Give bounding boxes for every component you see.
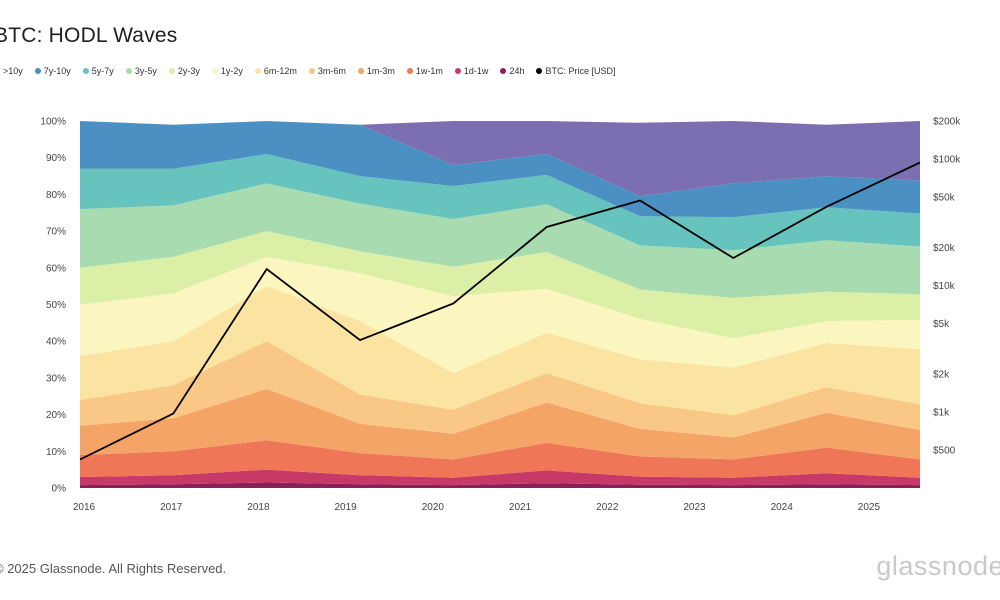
axis-ticks: 0% 10% 20% 30% 40% 50% 60% 70% 80% 90% 100% $500 $1k… bbox=[40, 117, 961, 514]
area-band bbox=[80, 121, 920, 197]
y-left-tick-label: 70% bbox=[46, 227, 66, 238]
x-tick-label: 2016 bbox=[73, 502, 96, 513]
y-left-tick-label: 90% bbox=[46, 153, 66, 164]
legend-swatch bbox=[125, 68, 132, 74]
y-right-tick-label: $10k bbox=[933, 281, 956, 292]
y-right-tick-label: $100k bbox=[933, 155, 961, 166]
y-right-tick-label: $2k bbox=[933, 369, 950, 380]
chart-title: BTC: HODL Waves bbox=[0, 24, 178, 47]
glassnode-logo: glassnode bbox=[876, 551, 1000, 581]
x-tick-label: 2021 bbox=[509, 502, 532, 513]
btc-price-line bbox=[79, 161, 921, 461]
legend-label: 3m-6m bbox=[317, 66, 346, 76]
area-band bbox=[80, 231, 920, 339]
legend-label: >10y bbox=[3, 66, 23, 76]
legend-item[interactable]: 1y-2y bbox=[211, 66, 243, 76]
legend-label: 1d-1w bbox=[463, 66, 489, 76]
x-tick-label: 2019 bbox=[335, 502, 358, 513]
copyright-footer: © 2025 Glassnode. All Rights Reserved. bbox=[0, 561, 227, 576]
legend-item[interactable]: 1d-1w bbox=[454, 66, 489, 76]
legend-label: 1w-1m bbox=[415, 66, 443, 76]
legend-label: 7y-10y bbox=[43, 66, 71, 76]
x-tick-label: 2018 bbox=[247, 502, 270, 513]
legend-swatch bbox=[406, 68, 413, 74]
legend-swatch bbox=[536, 68, 543, 74]
y-left-tick-label: 50% bbox=[46, 300, 66, 311]
x-tick-label: 2023 bbox=[683, 502, 706, 513]
legend-swatch bbox=[211, 68, 218, 74]
area-band bbox=[80, 469, 920, 486]
x-tick-label: 2025 bbox=[858, 502, 881, 513]
legend-label: 1m-3m bbox=[366, 66, 395, 76]
legend-label: BTC: Price [USD] bbox=[545, 66, 616, 76]
legend-label: 1y-2y bbox=[220, 66, 243, 76]
legend-label: 3y-5y bbox=[134, 66, 157, 76]
legend-item[interactable]: 6m-12m bbox=[254, 66, 297, 76]
legend-label: 2y-3y bbox=[177, 66, 200, 76]
x-tick-label: 2024 bbox=[771, 502, 794, 513]
legend-label: 6m-12m bbox=[263, 66, 297, 76]
legend-label: 5y-7y bbox=[91, 66, 114, 76]
y-left-tick-label: 10% bbox=[46, 447, 66, 458]
hodl-waves-chart: 0% 10% 20% 30% 40% 50% 60% 70% 80% 90% 100% $500 $1k… bbox=[40, 117, 961, 514]
y-left-tick-label: 20% bbox=[46, 410, 66, 421]
stacked-areas bbox=[80, 121, 920, 488]
legend-item[interactable]: 1m-3m bbox=[357, 66, 395, 76]
legend-swatch bbox=[308, 68, 315, 74]
y-right-tick-label: $20k bbox=[933, 243, 956, 254]
y-left-tick-label: 40% bbox=[46, 337, 66, 348]
legend-item[interactable]: >10y bbox=[0, 66, 23, 76]
legend-swatch bbox=[454, 68, 461, 74]
legend-label: 24h bbox=[509, 66, 525, 76]
legend-item[interactable]: 2y-3y bbox=[168, 66, 200, 76]
legend-swatch bbox=[254, 68, 261, 74]
legend-item[interactable]: 7y-10y bbox=[34, 66, 71, 76]
legend-item[interactable]: 24h bbox=[500, 66, 524, 76]
x-tick-label: 2017 bbox=[160, 502, 183, 513]
y-right-tick-label: $500 bbox=[933, 445, 956, 456]
area-band bbox=[80, 341, 920, 438]
y-right-tick-label: $1k bbox=[933, 407, 950, 418]
legend-item[interactable]: 1w-1m bbox=[406, 66, 443, 76]
area-band bbox=[80, 183, 920, 298]
y-right-tick-label: $200k bbox=[933, 117, 961, 128]
legend-swatch bbox=[82, 68, 89, 74]
area-band bbox=[80, 121, 920, 218]
area-band bbox=[80, 154, 920, 251]
legend-swatch bbox=[34, 68, 41, 74]
legend-item[interactable]: BTC: Price [USD] bbox=[536, 66, 615, 76]
area-band bbox=[80, 388, 920, 460]
legend-item[interactable]: 3y-5y bbox=[125, 66, 157, 76]
chart-legend: >10y 7y-10y 5y-7y 3y-5y 2y-3y 1y-2y 6m-12m 3m-6… bbox=[0, 66, 615, 76]
y-left-tick-label: 80% bbox=[46, 190, 66, 201]
area-band bbox=[80, 482, 920, 488]
y-left-tick-label: 30% bbox=[46, 373, 66, 384]
legend-item[interactable]: 5y-7y bbox=[82, 66, 114, 76]
y-left-tick-label: 100% bbox=[40, 117, 66, 128]
area-band bbox=[80, 440, 920, 478]
legend-swatch bbox=[168, 68, 175, 74]
legend-swatch bbox=[357, 68, 364, 74]
x-tick-label: 2020 bbox=[422, 502, 445, 513]
x-tick-label: 2022 bbox=[596, 502, 619, 513]
y-left-tick-label: 0% bbox=[52, 484, 67, 495]
y-right-tick-label: $5k bbox=[933, 319, 950, 330]
area-band bbox=[80, 286, 920, 416]
y-left-tick-label: 60% bbox=[46, 263, 66, 274]
y-right-tick-label: $50k bbox=[933, 193, 956, 204]
legend-swatch bbox=[500, 68, 507, 74]
legend-item[interactable]: 3m-6m bbox=[308, 66, 346, 76]
